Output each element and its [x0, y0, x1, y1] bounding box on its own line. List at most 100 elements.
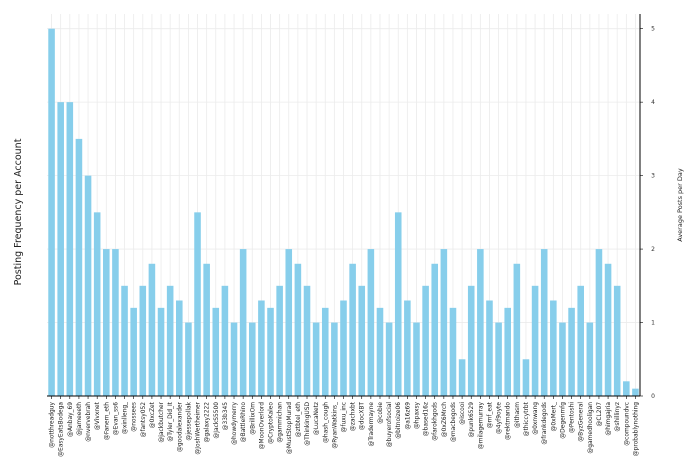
bar	[230, 322, 238, 396]
x-tick-label: @thiccytrbt	[524, 401, 530, 436]
x-tick-label: @cobie	[378, 402, 384, 424]
bar	[522, 359, 530, 396]
bar	[157, 307, 165, 396]
x-tick-label: @LucaNetz	[314, 402, 320, 435]
x-tick-label: @gammichan	[278, 402, 284, 443]
x-tick-label: @a16z69	[405, 402, 411, 430]
bar	[248, 322, 256, 396]
bar	[568, 307, 575, 396]
bar	[194, 212, 201, 396]
x-tick-label: @fantsy052	[141, 402, 147, 438]
x-tick-label: @ithasm	[515, 402, 521, 428]
bar	[458, 359, 466, 396]
bar	[148, 263, 156, 396]
x-tick-label: @JoshWertheimer	[196, 401, 202, 454]
x-tick-label: @Vivxnet	[95, 401, 101, 430]
bar	[449, 307, 457, 396]
x-tick-label: @probablynothing	[633, 402, 639, 456]
x-tick-label: @MustStopMurad	[287, 402, 293, 454]
bar	[103, 249, 110, 396]
x-tick-label: @compoundvc	[624, 402, 630, 446]
bar	[130, 307, 137, 396]
bar	[321, 307, 329, 396]
x-tick-label: @JackS5500	[214, 402, 220, 439]
bar	[440, 249, 448, 396]
bar	[294, 263, 302, 396]
x-tick-label: @zachxbt	[351, 401, 357, 431]
x-tick-label: @Tyler_Did_It	[168, 401, 174, 441]
x-tick-label: @ByzGeneral	[579, 402, 585, 442]
bar	[66, 102, 74, 397]
bar	[340, 300, 347, 396]
bar	[331, 322, 338, 396]
bar	[121, 285, 128, 396]
bar	[595, 249, 603, 396]
y-tick-label: 3	[651, 173, 655, 180]
x-tick-label: @ThinkingUSD	[305, 402, 311, 446]
bar	[422, 285, 429, 396]
x-tick-label: @CL207	[597, 402, 603, 427]
y-axis-label: Posting Frequency per Account	[13, 138, 24, 285]
bar	[632, 388, 639, 396]
bar	[221, 285, 229, 396]
bar	[258, 300, 265, 396]
bar	[413, 322, 420, 396]
x-tick-label: @shillinyz	[615, 402, 621, 432]
bar	[404, 300, 411, 396]
x-tick-label: @0xZ6Mrch	[442, 402, 448, 438]
bar	[613, 285, 621, 396]
x-tick-label: @docXBT	[360, 402, 366, 431]
x-tick-label: @jameeeth	[77, 402, 83, 436]
bar	[185, 322, 192, 396]
x-tick-label: @xinlleng_	[123, 402, 129, 434]
bar	[112, 249, 119, 396]
y-tick-label: 4	[651, 99, 655, 106]
x-tick-label: @RyanWatkins_	[332, 402, 338, 449]
bar	[513, 263, 521, 396]
bar	[84, 175, 92, 396]
bar	[385, 322, 393, 396]
x-tick-label: @MoonOverlord	[259, 402, 265, 450]
x-tick-label: @iscooi	[460, 402, 466, 425]
bar	[504, 307, 511, 396]
x-tick-label: @howdymerry	[232, 401, 238, 444]
bar	[486, 300, 493, 396]
bar	[312, 322, 320, 396]
x-tick-label: @0xnwang	[533, 402, 539, 435]
y-tick-label: 1	[651, 320, 655, 327]
x-tick-label: @bitnoize06	[396, 402, 402, 439]
x-tick-label: @farokhgods	[433, 402, 439, 441]
x-tick-label: @gamedhooligan	[588, 402, 594, 454]
y-tick-label: 2	[651, 246, 655, 253]
x-tick-label: @jessepollak	[186, 401, 192, 440]
x-tick-label: @BattleRhino	[241, 402, 247, 443]
x-tick-label: @nvervebrah	[86, 402, 92, 442]
x-tick-label: @rektmando	[506, 402, 512, 440]
x-tick-label: @buyerofsocial	[387, 402, 393, 448]
bar	[57, 102, 64, 397]
y-tick-label: 0	[651, 393, 655, 400]
bar	[176, 300, 183, 396]
x-tick-label: @0xMert_	[551, 402, 557, 432]
bar	[276, 285, 283, 396]
bar	[212, 307, 220, 396]
x-tick-label: @BrillixOm	[250, 402, 256, 435]
bar	[285, 249, 293, 396]
bar	[559, 322, 566, 396]
bar	[577, 285, 584, 396]
bars-layer	[48, 28, 639, 397]
x-tick-label: @EasyEatsBodega	[59, 402, 65, 457]
bar	[477, 249, 484, 396]
x-tick-label: @goodalexander	[177, 401, 183, 452]
bar	[349, 263, 356, 396]
bar	[495, 322, 502, 396]
x-tick-label: @mf_eat	[487, 401, 493, 428]
x-ticks: @notthreadguy @EasyEatsBodega @Anbay_69 @ja…	[50, 396, 639, 457]
x-tick-label: @Anbay_69	[68, 402, 74, 437]
bar	[75, 138, 83, 396]
x-tick-label: @CryptoKaleo	[269, 402, 275, 444]
bar	[166, 285, 174, 396]
x-tick-label: @himgajria	[606, 402, 612, 436]
x-tick-label: @33b345	[223, 402, 229, 431]
